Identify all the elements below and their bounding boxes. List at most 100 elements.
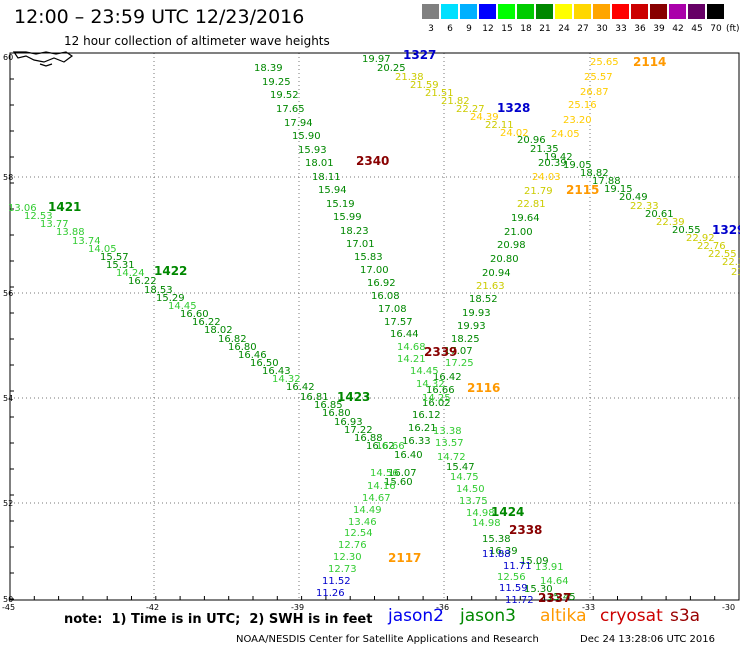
map-subtitle: 12 hour collection of altimeter wave hei… <box>64 34 330 48</box>
wave-height-reading: 25.16 <box>568 100 597 111</box>
wave-height-reading: 18.53 <box>144 285 173 296</box>
wave-height-reading: 22.27 <box>456 104 485 115</box>
wave-height-reading: 20.98 <box>497 240 526 251</box>
lat-tick-label: 50 <box>3 595 13 604</box>
wave-height-reading: 16.21 <box>408 423 437 434</box>
wave-height-reading: 17.00 <box>360 265 389 276</box>
lat-tick-label: 58 <box>3 173 13 182</box>
wave-height-reading: 16.46 <box>238 350 267 361</box>
wave-height-reading: 16.50 <box>250 358 279 369</box>
scale-label: 45 <box>691 24 703 34</box>
wave-height-reading: 16.93 <box>334 417 363 428</box>
wave-height-reading: 18.25 <box>451 334 480 345</box>
wave-height-reading: 18.01 <box>305 158 334 169</box>
wave-height-reading: 22.55 <box>708 249 737 260</box>
scale-label: 42 <box>672 24 684 34</box>
pass-time-label: 2337 <box>538 591 571 605</box>
pass-time-label: 2115 <box>566 183 599 197</box>
pass-time-label: 1329 <box>712 223 740 237</box>
wave-height-reading: 21.38 <box>395 72 424 83</box>
greenland-coast-outline <box>12 51 74 67</box>
wave-height-reading: 21.63 <box>476 281 505 292</box>
wave-height-reading: 19.25 <box>262 77 291 88</box>
wave-height-reading: 14.16 <box>367 481 396 492</box>
wave-height-reading: 14.05 <box>88 244 117 255</box>
wave-height-reading: 14.49 <box>353 505 382 516</box>
wave-height-reading: 24.05 <box>551 129 580 140</box>
lon-tick-label: -45 <box>2 603 15 612</box>
wave-height-reading: 16.62 <box>366 441 395 452</box>
wave-height-reading: 12.73 <box>328 564 357 575</box>
wave-height-reading: 11.72 <box>505 595 534 606</box>
wave-height-reading: 16.88 <box>354 433 383 444</box>
wave-height-reading: 20.39 <box>538 158 567 169</box>
wave-height-reading: 16.92 <box>367 278 396 289</box>
wave-height-reading: 17.08 <box>378 304 407 315</box>
scale-label: 39 <box>653 24 665 34</box>
wave-height-reading: 17.65 <box>276 104 305 115</box>
generation-timestamp: Dec 24 13:28:06 UTC 2016 <box>580 634 715 645</box>
scale-swatch <box>631 4 648 19</box>
credit-line: NOAA/NESDIS Center for Satellite Applica… <box>236 634 539 645</box>
wave-height-reading: 25.57 <box>584 72 613 83</box>
wave-height-reading: 19.97 <box>362 54 391 65</box>
scale-swatch <box>441 4 458 19</box>
scale-label: 6 <box>447 24 453 34</box>
lon-tick-label: -39 <box>291 603 304 612</box>
wave-height-reading: 16.40 <box>394 450 423 461</box>
wave-height-reading: 16.44 <box>390 329 419 340</box>
wave-height-reading: 19.42 <box>544 152 573 163</box>
wave-height-reading: 16.85 <box>314 400 343 411</box>
wave-height-reading: 17.94 <box>284 118 313 129</box>
wave-height-reading: 15.29 <box>156 293 185 304</box>
pass-time-label: 2116 <box>467 381 500 395</box>
wave-height-reading: 14.64 <box>540 576 569 587</box>
wave-height-reading: 26.87 <box>580 87 609 98</box>
scale-label: 12 <box>482 24 494 34</box>
wave-height-reading: 11.52 <box>322 576 351 587</box>
scale-label: 70 <box>710 24 722 34</box>
wave-height-reading: 22.39 <box>656 217 685 228</box>
wave-height-reading: 18.52 <box>469 294 498 305</box>
pass-time-label: 1421 <box>48 200 81 214</box>
scale-swatch <box>669 4 686 19</box>
wave-height-reading: 13.77 <box>40 219 69 230</box>
wave-height-reading: 16.42 <box>433 372 462 383</box>
wave-height-reading: 20.96 <box>517 135 546 146</box>
scale-swatch <box>650 4 667 19</box>
wave-height-reading: 21.00 <box>504 227 533 238</box>
axis-ticks <box>9 52 740 600</box>
wave-height-reading: 15.45 <box>547 592 576 603</box>
wave-height-reading: 22.81 <box>517 199 546 210</box>
wave-height-reading: 12.30 <box>333 552 362 563</box>
wave-height-reading: 15.90 <box>292 131 321 142</box>
wave-height-reading: 15.83 <box>354 252 383 263</box>
pass-time-label: 1327 <box>403 48 436 62</box>
scale-label: 3 <box>428 24 434 34</box>
wave-height-reading: 18.82 <box>580 168 609 179</box>
wave-height-reading: 24.03 <box>532 172 561 183</box>
wave-height-reading: 14.32 <box>416 379 445 390</box>
scale-label: 24 <box>558 24 570 34</box>
wave-height-reading: 14.68 <box>397 342 426 353</box>
wave-height-reading: 15.60 <box>384 477 413 488</box>
scale-label: 9 <box>466 24 472 34</box>
wave-height-reading: 19.93 <box>462 308 491 319</box>
wave-height-reading: 24.39 <box>470 112 499 123</box>
wave-height-reading: 21.35 <box>530 144 559 155</box>
scale-label: 18 <box>520 24 532 34</box>
wave-height-reading: 15.09 <box>520 556 549 567</box>
wave-height-reading: 16.81 <box>300 392 329 403</box>
pass-time-label: 1328 <box>497 101 530 115</box>
wave-height-reading: 22.92 <box>686 233 715 244</box>
scale-swatch <box>593 4 610 19</box>
pass-time-label: 2339 <box>424 345 457 359</box>
wave-height-reading: 22.33 <box>722 257 740 268</box>
wave-height-reading: 12.76 <box>338 540 367 551</box>
wave-height-reading: 14.25 <box>422 393 451 404</box>
wave-height-reading: 13.91 <box>535 562 564 573</box>
wave-height-reading: 16.12 <box>412 410 441 421</box>
wave-height-reading: 13.88 <box>56 227 85 238</box>
lon-tick-label: -30 <box>722 603 735 612</box>
